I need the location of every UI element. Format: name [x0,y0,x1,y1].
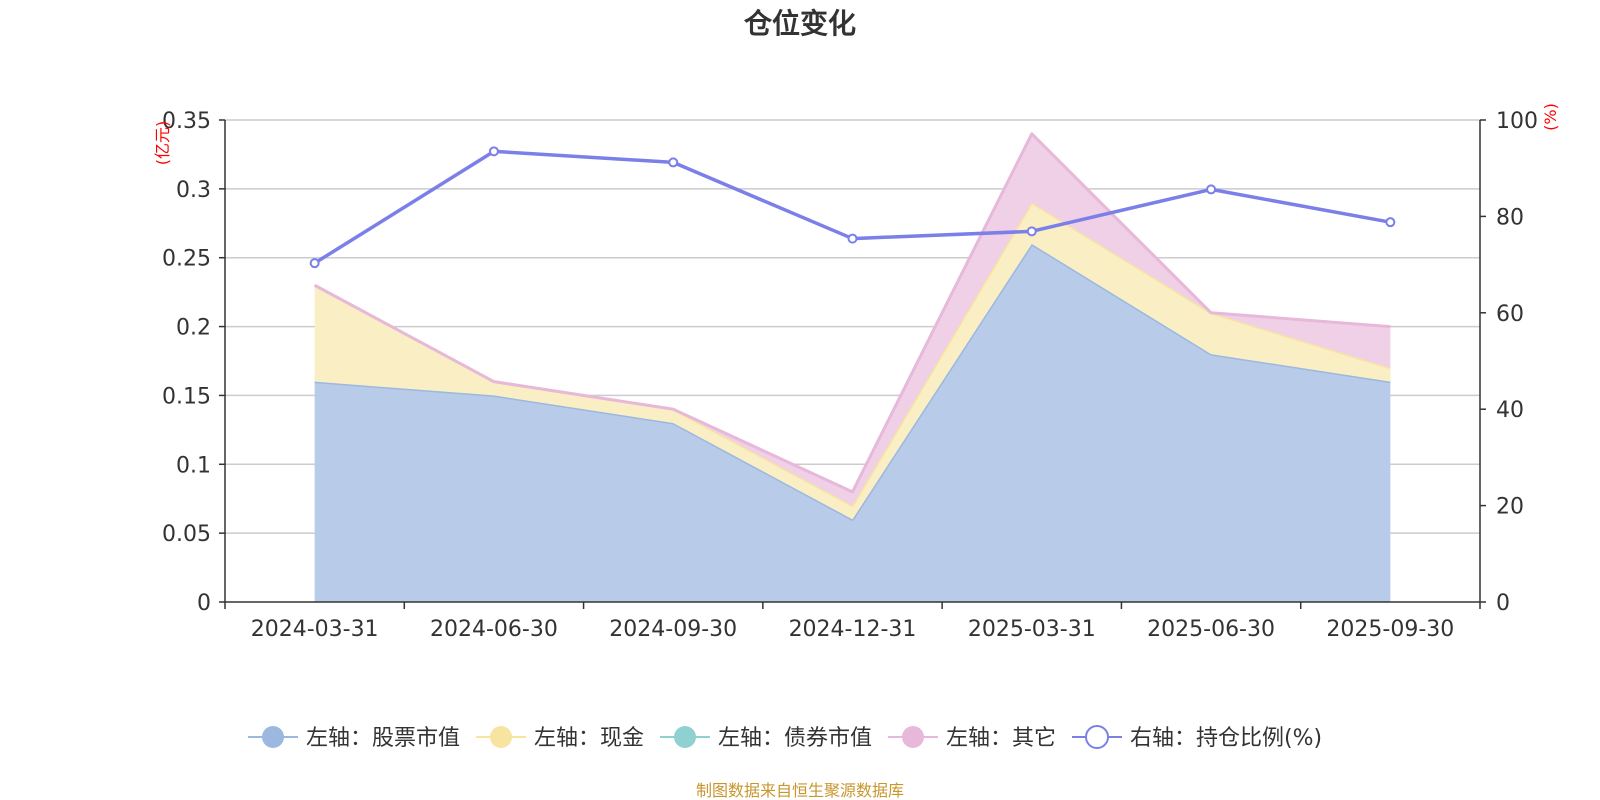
right-tick-label: 40 [1496,398,1524,423]
right-tick-label: 20 [1496,495,1524,520]
area-fill [314,133,1391,506]
legend-label: 右轴：持仓比例(%) [1130,726,1322,751]
legend-label: 左轴：现金 [534,726,644,751]
area-edge [313,132,1391,494]
x-tick-label: 2024-03-31 [251,617,379,642]
x-tick-label: 2025-03-31 [968,617,1096,642]
area-fill [314,202,1391,520]
legend-item[interactable]: 左轴：现金 [476,726,644,751]
right-axis-unit: (%) [1541,103,1560,131]
axes: 0 0.05 0.1 0.15 0.2 0.25 0.3 0.35 0 20 40 60 80 100 20… [162,109,1538,642]
legend-item[interactable]: 左轴：股票市值 [248,726,460,751]
legend-item[interactable]: 右轴：持仓比例(%) [1072,725,1322,751]
source-note: 制图数据来自恒生聚源数据库 [696,781,904,800]
ratio-point [488,146,499,157]
right-tick-label: 100 [1496,109,1538,134]
x-tick-label: 2024-06-30 [430,617,558,642]
legend-marker-icon [490,726,512,748]
left-tick-label: 0.05 [162,522,211,547]
left-tick-label: 0.1 [176,453,211,478]
right-tick-label: 80 [1496,205,1524,230]
legend-marker-icon [262,726,284,748]
left-tick-label: 0.2 [176,316,211,341]
left-tick-label: 0.15 [162,384,211,409]
legend-item[interactable]: 左轴：债券市值 [660,726,872,751]
legend-label: 左轴：其它 [946,726,1056,751]
right-tick-label: 60 [1496,302,1524,327]
x-tick-label: 2025-09-30 [1326,617,1454,642]
ratio-line [313,149,1391,265]
ratio-point [1206,184,1217,195]
right-tick-label: 0 [1496,591,1510,616]
left-tick-label: 0.35 [162,109,211,134]
x-tick-label: 2024-12-31 [789,617,917,642]
legend-item[interactable]: 左轴：其它 [888,726,1056,751]
line-series [309,146,1396,269]
legend-marker-icon [1085,725,1109,749]
ratio-point [1026,226,1037,237]
legend-marker-icon [674,726,696,748]
left-tick-label: 0.25 [162,247,211,272]
legend-label: 左轴：股票市值 [306,726,460,751]
ratio-point [1385,217,1396,228]
area-series [313,132,1391,602]
x-tick-label: 2024-09-30 [609,617,737,642]
legend-label: 左轴：债券市值 [718,726,872,751]
left-tick-label: 0.3 [176,178,211,203]
legend: 左轴：股票市值 左轴：现金 左轴：债券市值 左轴：其它 右轴：持仓比例(%) [248,725,1322,751]
x-tick-label: 2025-06-30 [1147,617,1275,642]
ratio-point [847,233,858,244]
ratio-point [309,258,320,269]
legend-marker-icon [902,726,924,748]
area-fill [314,243,1391,602]
ratio-point [668,157,679,168]
left-tick-label: 0 [197,591,211,616]
left-axis-unit: (亿元) [153,121,172,166]
chart-title: 仓位变化 [744,7,856,40]
